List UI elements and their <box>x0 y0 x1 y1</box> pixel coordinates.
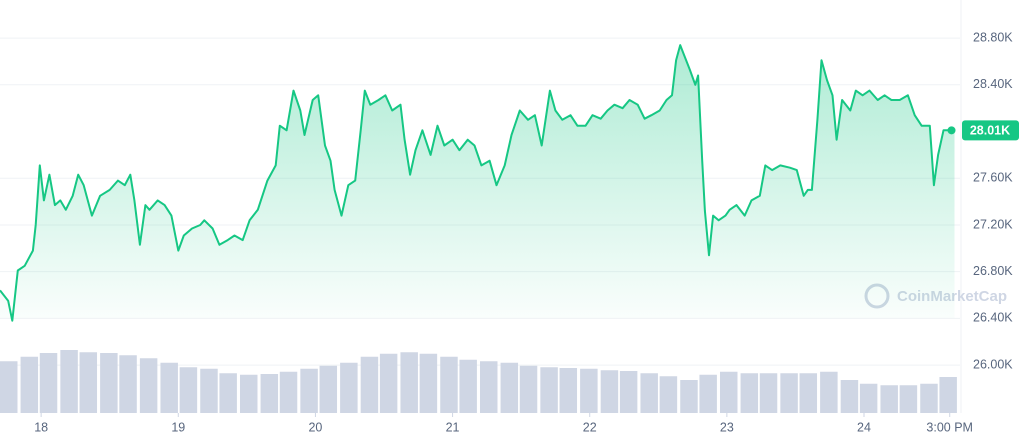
volume-bar <box>340 362 358 413</box>
volume-bar <box>840 380 859 413</box>
volume-bar <box>60 350 78 413</box>
volume-bar <box>880 385 898 413</box>
volume-bar <box>820 371 838 413</box>
volume-bar <box>319 365 338 413</box>
volume-bar <box>139 358 158 413</box>
volume-bar <box>360 356 379 413</box>
y-tick-label: 26.40K <box>973 311 1013 325</box>
volume-bar <box>419 353 438 413</box>
volume-bar <box>0 361 18 413</box>
price-line <box>0 44 955 322</box>
volume-bar <box>279 371 298 413</box>
volume-bar <box>459 359 477 413</box>
x-tick-label: 20 <box>308 420 322 434</box>
price-dot <box>947 126 956 135</box>
y-tick-label: 26.80K <box>973 264 1013 278</box>
x-tick-label: 18 <box>34 420 48 434</box>
volume-bar <box>559 368 578 413</box>
y-tick-label: 27.60K <box>973 171 1013 185</box>
volume-bar <box>260 374 279 413</box>
volume-bar <box>680 380 698 413</box>
volume-bar <box>519 365 538 413</box>
volume-bar <box>720 371 738 413</box>
x-tick-label: 19 <box>171 420 185 434</box>
price-tag <box>962 120 1019 141</box>
volume-bar <box>200 368 218 413</box>
volume-bar <box>859 383 878 413</box>
volume-bar <box>440 356 458 413</box>
volume-bar <box>780 373 798 413</box>
volume-bar <box>920 383 938 413</box>
volume-bar <box>600 370 619 413</box>
y-tick-label: 28.40K <box>973 77 1013 91</box>
y-tick-label: 28.80K <box>973 30 1013 44</box>
x-tick-label: 22 <box>583 420 597 434</box>
volume-bar <box>799 373 818 413</box>
volume-bar <box>379 353 398 413</box>
volume-bar <box>119 355 137 413</box>
volume-bar <box>300 368 318 413</box>
volume-bar <box>699 374 717 413</box>
volume-bar <box>580 368 598 413</box>
price-area <box>0 45 955 321</box>
volume-bar <box>759 373 778 413</box>
volume-bar <box>160 362 178 413</box>
volume-bar <box>619 371 638 413</box>
volume-bar <box>39 353 58 413</box>
volume-bar <box>659 376 678 413</box>
x-tick-label: 23 <box>720 420 734 434</box>
volume-bar <box>179 367 198 413</box>
x-tick-label: 21 <box>446 420 460 434</box>
volume-bar <box>540 367 558 413</box>
volume-bar <box>100 353 118 413</box>
y-tick-label: 27.20K <box>973 217 1013 231</box>
y-tick-label: 26.00K <box>973 357 1013 371</box>
volume-bar <box>640 373 658 413</box>
volume-bar <box>939 377 957 413</box>
volume-bar <box>219 373 237 413</box>
x-tick-label: 3:00 PM <box>926 420 973 434</box>
volume-bar <box>400 352 418 413</box>
volume-bar <box>480 361 498 413</box>
volume-bar <box>20 356 39 413</box>
price-tag-label: 28.01K <box>970 124 1010 138</box>
volume-bar <box>899 385 918 413</box>
volume-bar <box>740 373 759 413</box>
x-tick-label: 24 <box>857 420 871 434</box>
volume-bar <box>79 352 98 413</box>
volume-bar <box>240 374 258 413</box>
volume-bar <box>500 362 519 413</box>
